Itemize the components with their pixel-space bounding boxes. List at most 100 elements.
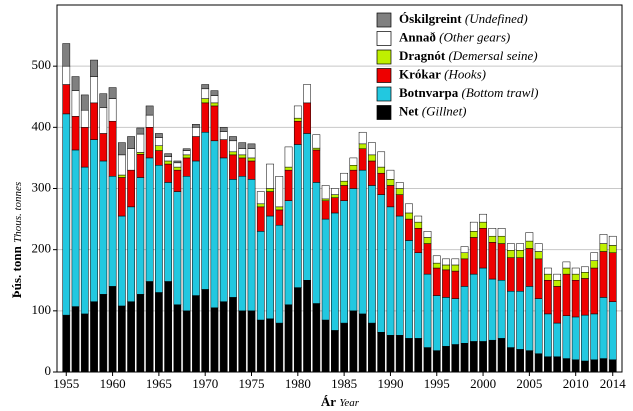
bar-segment [247,160,256,180]
bar-segment [201,102,210,133]
bar-segment [497,280,506,339]
bar-segment [497,228,506,237]
bar-segment [229,179,237,298]
bar-segment [340,322,348,373]
legend-name-en: (Gillnet) [422,103,467,118]
bar-segment [210,90,219,96]
bar-segment [423,273,432,348]
bar-segment [164,281,173,373]
bar-segment [80,166,89,315]
bar-segment [256,191,265,205]
bar-segment [525,240,534,249]
legend-swatch [376,68,392,83]
bar-segment [599,234,608,244]
bar-segment [173,304,182,373]
bar-segment [62,65,71,85]
bar-segment [219,139,228,159]
legend-swatch [376,105,392,120]
bar-segment [497,235,506,244]
bar-segment [90,139,98,302]
bar-segment [608,245,617,253]
bar-segment [516,243,524,251]
bar-segment [80,127,89,168]
y-tick-label: 300 [32,179,52,194]
x-tick-label: 1985 [331,376,357,391]
bar-segment [117,142,126,156]
bar-segment [127,301,135,373]
bar-segment [238,148,247,156]
bar-segment [488,278,497,341]
bar-segment [192,124,200,128]
bar-segment [340,200,348,324]
bar-segment [229,151,237,156]
bar-segment [553,280,562,287]
bar-segment [99,93,108,109]
bar-segment [284,304,293,373]
legend-name-en: (Bottom trawl) [461,85,538,100]
legend-label: Botnvarpa (Bottom trawl) [399,85,538,100]
x-tick-label: 2005 [516,376,542,391]
bar-segment [229,140,237,153]
bar-segment [99,107,108,134]
bar-segment [358,313,367,373]
bar-segment [90,76,98,104]
bar-segment [599,297,608,359]
x-tick-label: 1995 [424,376,450,391]
bar-segment [525,286,534,351]
bar-segment [451,264,460,272]
legend-name: Botnvarpa [399,85,459,100]
bar-segment [247,157,256,162]
bar-segment [460,286,469,344]
bar-segment [534,298,543,354]
bar-segment [442,297,450,347]
bar-segment [506,291,515,348]
bar-segment [108,87,117,99]
bar-segment [544,267,552,275]
bar-segment [293,117,302,122]
bar-segment [423,347,432,373]
bar-segment [442,346,450,373]
x-tick-label: 1970 [192,376,218,391]
bar-segment [395,182,404,189]
bar-segment [414,338,423,373]
bar-segment [238,154,247,159]
bar-segment [201,98,210,104]
bar-segment [377,172,386,195]
bar-segment [544,280,552,315]
bar-segment [219,157,228,302]
bar-segment [256,203,265,208]
legend-name: Dragnót [399,48,446,63]
bar-segment [155,137,163,146]
bar-segment [442,258,450,266]
bar-segment [405,203,413,214]
bar-segment [460,343,469,373]
bar-segment [516,257,524,292]
y-label-is: Þús. tonn [9,245,24,298]
bar-segment [182,176,191,312]
bar-segment [562,358,571,373]
bar-segment [377,166,386,174]
bar-segment [571,359,580,373]
legend-name-en: (Demersal seine) [448,48,537,63]
bar-segment [534,258,543,299]
legend-label: Krókar (Hooks) [399,66,486,81]
legend-swatch [376,86,392,102]
x-tick-label: 1955 [53,376,79,391]
bar-segment [303,133,311,281]
legend-label: Net (Gillnet) [399,103,467,118]
bar-segment [145,127,154,159]
legend-name-en: (Other gears) [439,29,510,44]
bar-segment [247,148,256,159]
bar-segment [571,316,580,361]
bar-segment [534,243,543,252]
bar-segment [80,94,89,111]
bar-segment [145,157,154,282]
bar-segment [62,314,71,373]
bar-segment [608,235,617,246]
bar-segment [312,149,321,183]
bar-segment [136,133,145,153]
bar-segment [284,166,293,171]
bar-segment [479,213,487,223]
bar-segment [368,142,376,156]
